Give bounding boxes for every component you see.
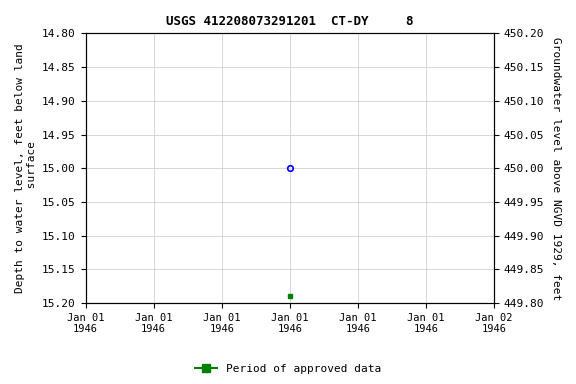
Legend: Period of approved data: Period of approved data xyxy=(191,359,385,379)
Y-axis label: Depth to water level, feet below land
 surface: Depth to water level, feet below land su… xyxy=(15,43,37,293)
Title: USGS 412208073291201  CT-DY     8: USGS 412208073291201 CT-DY 8 xyxy=(166,15,414,28)
Y-axis label: Groundwater level above NGVD 1929, feet: Groundwater level above NGVD 1929, feet xyxy=(551,36,561,300)
